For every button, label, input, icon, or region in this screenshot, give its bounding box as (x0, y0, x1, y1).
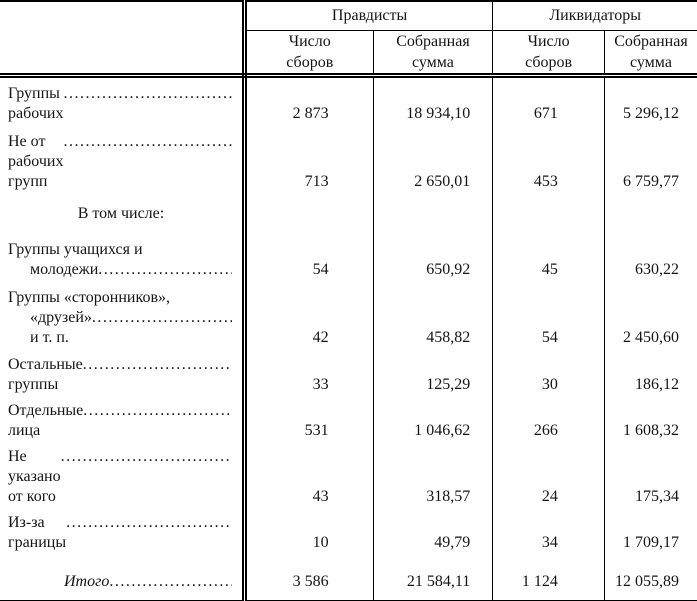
dot-leader (92, 308, 232, 328)
dot-leader (83, 355, 232, 375)
cell-pravdisty-count: 10 (244, 510, 374, 557)
row-from-abroad: Из-за границы 10 49,79 34 1 709,17 (0, 510, 697, 557)
cell-pravdisty-count: 33 (244, 352, 374, 399)
cell-empty (604, 197, 697, 237)
cell-empty (373, 196, 494, 237)
row-label: Группы «сторонников», «друзей» и т. п. (0, 288, 242, 348)
table-body: Группы рабочих 2 873 18 934,10 671 5 296… (0, 75, 697, 600)
row-label: Группы рабочих (0, 84, 242, 124)
cell-total-likvidatory-sum: 12 055,89 (615, 572, 679, 590)
cell-likvidatory-count: 54 (492, 284, 605, 353)
cell-pravdisty-count: 531 (244, 398, 374, 445)
dot-leader (61, 447, 232, 467)
row-individuals: Отдельные лица 531 1 046,62 266 1 608,32 (0, 398, 697, 445)
cell-pravdisty-count: 54 (244, 236, 374, 285)
dot-leader (109, 572, 232, 592)
col-header-likvidatory-sum: Собранная сумма (604, 30, 697, 78)
dot-leader (63, 132, 231, 152)
row-label: Группы учащихся и молодежи (0, 240, 242, 280)
sub-header-row: Число сборов Собранная сумма Число сборо… (0, 30, 697, 78)
row-other-groups: Остальные группы 33 125,29 30 186,12 (0, 352, 697, 399)
row-label: Не указано от кого (0, 447, 242, 507)
row-label: Не от рабочих групп (0, 132, 242, 192)
cell-pravdisty-sum: 318,57 (373, 444, 494, 511)
col-header-pravdisty-sum: Собранная сумма (373, 30, 494, 78)
row-supporter-groups: Группы «сторонников», «друзей» и т. п. 4… (0, 284, 697, 353)
cell-likvidatory-count: 30 (492, 352, 605, 399)
dot-leader (63, 84, 231, 104)
table-header: Правдисты Ликвидаторы Число сборов Собра… (0, 1, 697, 78)
cell-likvidatory-sum: 175,34 (635, 487, 679, 505)
row-label: Остальные группы (0, 355, 242, 395)
cell-total-pravdisty-count: 3 586 (244, 556, 374, 600)
col-header-pravdisty-count: Число сборов (244, 30, 374, 78)
cell-likvidatory-count: 45 (492, 236, 605, 285)
row-subtotal-header: В том числе: (0, 196, 697, 237)
cell-likvidatory-count: 266 (492, 398, 605, 445)
total-label: Итого (0, 572, 242, 592)
cell-likvidatory-sum: 630,22 (635, 260, 679, 278)
cell-pravdisty-count: 42 (244, 284, 374, 353)
section-label: В том числе: (0, 196, 247, 237)
cell-pravdisty-sum: 1 046,62 (373, 398, 494, 445)
group-header-likvidatory: Ликвидаторы (492, 1, 697, 31)
row-non-worker-groups: Не от рабочих групп 713 2 650,01 453 6 7… (0, 128, 697, 197)
cell-likvidatory-count: 671 (492, 75, 605, 129)
cell-total-likvidatory-count: 1 124 (492, 556, 605, 600)
group-header-pravdisty: Правдисты (244, 1, 494, 31)
corner-cell (0, 1, 247, 78)
cell-pravdisty-count: 713 (244, 128, 374, 197)
cell-likvidatory-count: 453 (492, 128, 605, 197)
cell-pravdisty-sum: 125,29 (373, 352, 494, 399)
cell-pravdisty-sum: 49,79 (373, 510, 494, 557)
cell-pravdisty-count: 43 (244, 444, 374, 511)
cell-likvidatory-count: 24 (492, 444, 605, 511)
row-label: Из-за границы (0, 513, 242, 553)
cell-likvidatory-sum: 1 608,32 (623, 421, 679, 439)
dot-leader (66, 513, 232, 533)
cell-likvidatory-sum: 1 709,17 (623, 533, 679, 551)
group-header-row: Правдисты Ликвидаторы (0, 1, 697, 78)
cell-empty (244, 196, 374, 237)
row-label: Отдельные лица (0, 401, 242, 441)
cell-likvidatory-sum: 186,12 (635, 375, 679, 393)
row-student-groups: Группы учащихся и молодежи 54 650,92 45 … (0, 236, 697, 285)
col-header-likvidatory-count: Число сборов (492, 30, 605, 78)
cell-likvidatory-sum: 6 759,77 (623, 172, 679, 190)
cell-empty (492, 196, 605, 237)
cell-pravdisty-sum: 18 934,10 (373, 75, 494, 129)
row-unspecified-donor: Не указано от кого 43 318,57 24 175,34 (0, 444, 697, 511)
row-worker-groups: Группы рабочих 2 873 18 934,10 671 5 296… (0, 75, 697, 129)
cell-pravdisty-sum: 650,92 (373, 236, 494, 285)
cell-pravdisty-count: 2 873 (244, 75, 374, 129)
cell-pravdisty-sum: 458,82 (373, 284, 494, 353)
dot-leader (98, 260, 232, 280)
cell-likvidatory-sum: 5 296,12 (623, 104, 679, 122)
cell-likvidatory-count: 34 (492, 510, 605, 557)
cell-total-pravdisty-sum: 21 584,11 (373, 556, 494, 600)
cell-pravdisty-sum: 2 650,01 (373, 128, 494, 197)
row-total: Итого 3 586 21 584,11 1 124 12 055,89 (0, 556, 697, 600)
cell-likvidatory-sum: 2 450,60 (623, 328, 679, 346)
